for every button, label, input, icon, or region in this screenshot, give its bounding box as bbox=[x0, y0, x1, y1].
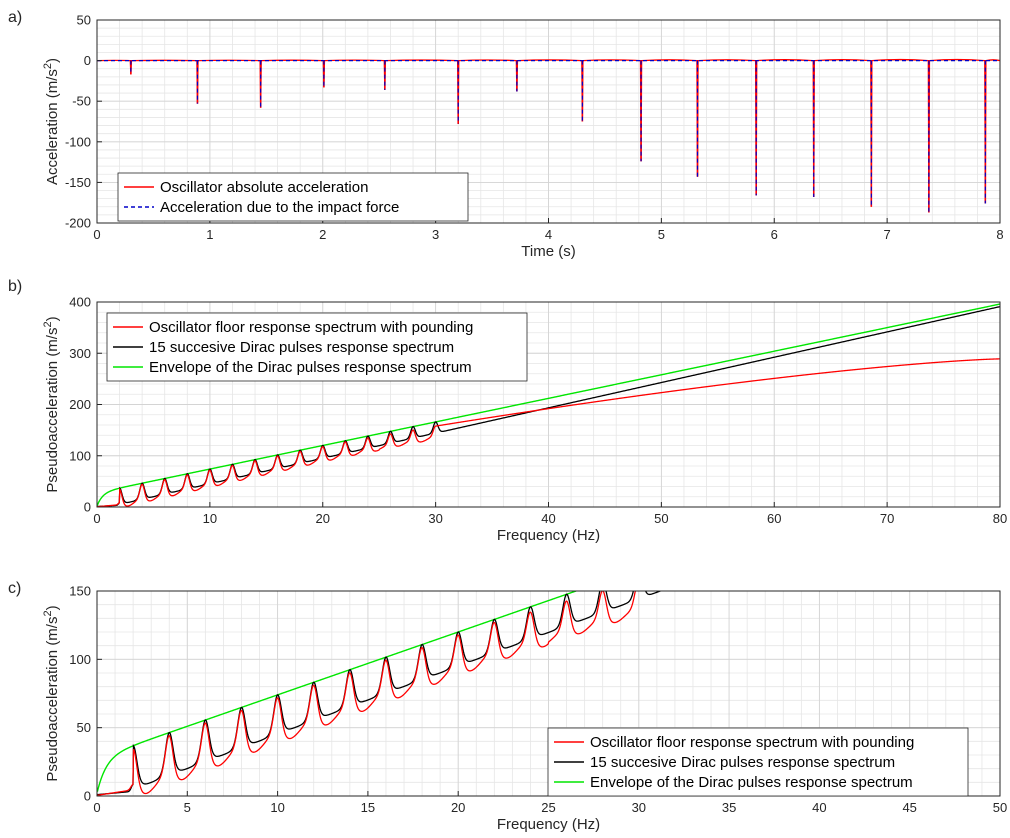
x-tick-label: 40 bbox=[541, 511, 555, 526]
x-tick-label: 70 bbox=[880, 511, 894, 526]
x-tick-label: 5 bbox=[184, 800, 191, 815]
y-axis-label: Acceleration (m/s2) bbox=[42, 58, 61, 185]
x-tick-label: 30 bbox=[428, 511, 442, 526]
legend: Oscillator floor response spectrum with … bbox=[106, 312, 528, 382]
plot-area bbox=[97, 58, 1000, 213]
y-axis-label: Pseudoacceleration (m/s2) bbox=[42, 605, 61, 781]
x-tick-label: 2 bbox=[319, 227, 326, 242]
x-tick-label: 8 bbox=[996, 227, 1003, 242]
x-tick-label: 0 bbox=[93, 511, 100, 526]
y-tick-label: 150 bbox=[69, 584, 91, 599]
x-tick-label: 7 bbox=[884, 227, 891, 242]
x-tick-label: 20 bbox=[316, 511, 330, 526]
x-tick-label: 20 bbox=[451, 800, 465, 815]
plot-area bbox=[97, 303, 1000, 507]
x-tick-label: 3 bbox=[432, 227, 439, 242]
legend-entry: Oscillator floor response spectrum with … bbox=[590, 734, 914, 751]
series-line-envelope bbox=[97, 303, 1000, 506]
x-tick-label: 35 bbox=[722, 800, 736, 815]
legend: Oscillator floor response spectrum with … bbox=[547, 727, 969, 797]
legend: Oscillator absolute acceleration Accelera… bbox=[117, 172, 469, 222]
y-tick-label: 400 bbox=[69, 295, 91, 310]
plot-area bbox=[97, 591, 663, 796]
series-line-dirac bbox=[97, 591, 663, 796]
series-line-dirac bbox=[97, 305, 1000, 507]
panel-3: c) 0 5 10 15 20 25 30 35 40 45 50 0 50 100 150 Frequency… bbox=[8, 580, 1007, 833]
y-tick-label: 0 bbox=[84, 500, 91, 515]
panel-label: c) bbox=[8, 580, 21, 597]
panel-1: a) 0 1 2 3 4 5 6 7 8 -200 -150 -100 -50 0 50 Time (s) Acc… bbox=[8, 9, 1004, 260]
x-tick-label: 0 bbox=[93, 227, 100, 242]
y-axis-label: Pseudoacceleration (m/s2) bbox=[42, 316, 61, 492]
y-tick-label: -100 bbox=[65, 134, 91, 149]
panel-label: b) bbox=[8, 278, 22, 295]
y-tick-label: 100 bbox=[69, 448, 91, 463]
panel-label: a) bbox=[8, 9, 22, 26]
x-tick-label: 50 bbox=[993, 800, 1007, 815]
legend-entry: Oscillator floor response spectrum with … bbox=[149, 319, 473, 336]
x-axis-label: Time (s) bbox=[521, 243, 575, 260]
series-line-pounding bbox=[97, 358, 1000, 507]
x-tick-label: 15 bbox=[361, 800, 375, 815]
series-line-pounding bbox=[97, 591, 636, 796]
y-tick-label: -150 bbox=[65, 175, 91, 190]
legend-entry: Envelope of the Dirac pulses response sp… bbox=[149, 359, 472, 376]
legend-box bbox=[117, 172, 469, 222]
y-tick-label: -200 bbox=[65, 216, 91, 231]
x-tick-label: 60 bbox=[767, 511, 781, 526]
x-tick-label: 1 bbox=[206, 227, 213, 242]
x-tick-label: 25 bbox=[541, 800, 555, 815]
legend-box bbox=[106, 312, 528, 382]
legend-entry: 15 succesive Dirac pulses response spect… bbox=[590, 754, 895, 771]
y-tick-label: 50 bbox=[77, 13, 91, 28]
x-tick-label: 0 bbox=[93, 800, 100, 815]
x-tick-label: 10 bbox=[270, 800, 284, 815]
x-tick-label: 80 bbox=[993, 511, 1007, 526]
y-tick-label: 50 bbox=[77, 720, 91, 735]
x-tick-label: 5 bbox=[658, 227, 665, 242]
x-tick-label: 50 bbox=[654, 511, 668, 526]
x-axis-label: Frequency (Hz) bbox=[497, 816, 600, 833]
x-tick-label: 4 bbox=[545, 227, 552, 242]
y-tick-label: 200 bbox=[69, 397, 91, 412]
legend-entry: Oscillator absolute acceleration bbox=[160, 179, 368, 196]
legend-entry: 15 succesive Dirac pulses response spect… bbox=[149, 339, 454, 356]
y-tick-label: 0 bbox=[84, 53, 91, 68]
x-tick-label: 10 bbox=[203, 511, 217, 526]
x-axis-label: Frequency (Hz) bbox=[497, 527, 600, 544]
panel-2: b) 0 10 20 30 40 50 60 70 80 0 100 200 300 400 Frequenc… bbox=[8, 278, 1007, 544]
x-tick-label: 6 bbox=[771, 227, 778, 242]
x-tick-label: 45 bbox=[902, 800, 916, 815]
y-tick-label: -50 bbox=[72, 94, 91, 109]
y-tick-label: 300 bbox=[69, 346, 91, 361]
y-tick-label: 100 bbox=[69, 652, 91, 667]
x-tick-label: 40 bbox=[812, 800, 826, 815]
legend-entry: Envelope of the Dirac pulses response sp… bbox=[590, 774, 913, 791]
legend-box bbox=[547, 727, 969, 797]
legend-entry: Acceleration due to the impact force bbox=[160, 199, 399, 216]
series-line-envelope bbox=[97, 591, 579, 792]
y-tick-label: 0 bbox=[84, 789, 91, 804]
x-tick-label: 30 bbox=[632, 800, 646, 815]
